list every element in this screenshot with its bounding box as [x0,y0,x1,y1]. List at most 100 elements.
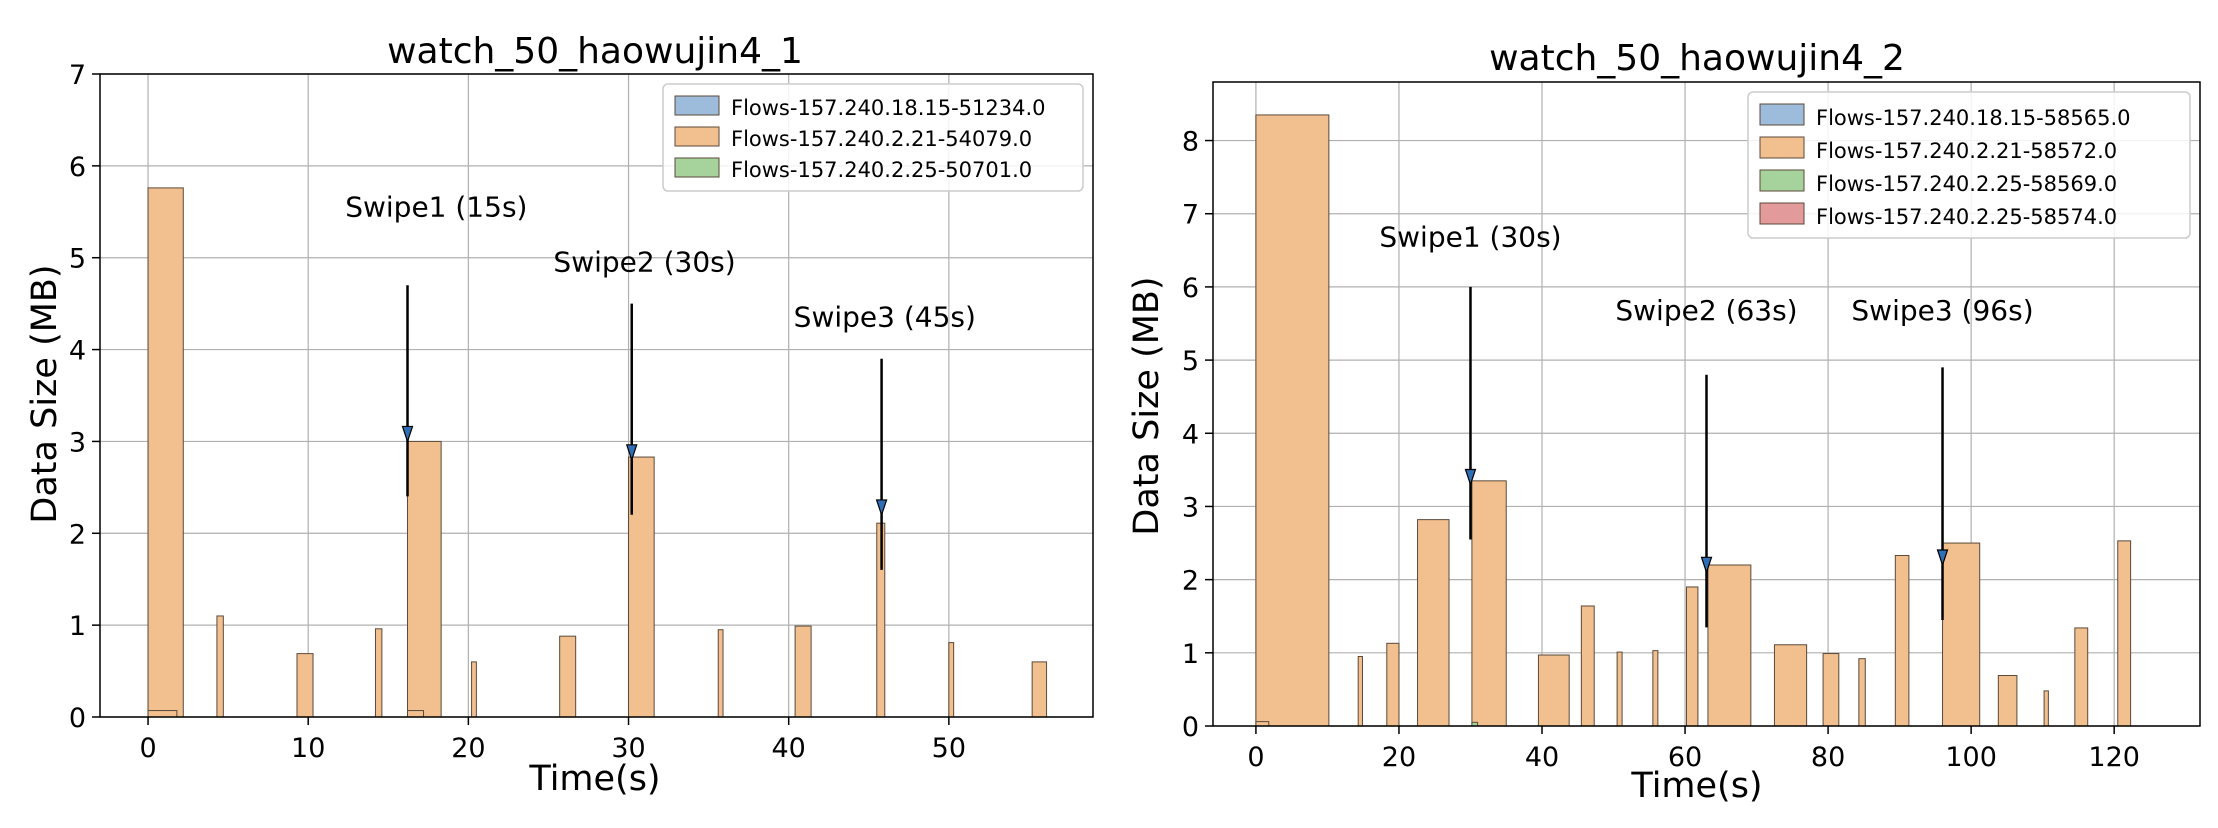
y-tick-label: 4 [69,336,86,367]
swipe-arrow-head [1464,468,1477,487]
chart-left-legend: Flows-157.240.18.15-51234.0 Flows-157.240… [662,83,1084,192]
y-tick-label: 5 [69,244,86,275]
legend-box [1747,91,2191,239]
bar-2 [1942,542,1981,727]
chart-right-legend: Flows-157.240.18.15-58565.0 Flows-157.240… [1747,91,2191,239]
y-tick-label: 6 [69,152,86,183]
legend-swatch [1759,136,1805,159]
chart-left-annotations: Swipe1 (15s) Swipe2 (30s) Swipe3 (45s) [345,190,976,570]
bar-2 [1357,655,1363,727]
swipe-arrow-head [875,499,888,517]
swipe-label-3: Swipe3 (45s) [794,301,976,334]
bar-2 [1471,480,1507,727]
legend-entry: Flows-157.240.2.25-50701.0 [731,158,1032,182]
bar-2 [2074,627,2089,727]
chart-left: watch_50_haowujin4_1 Time(s) Data Size (… [25,31,1094,799]
legend-entry: Flows-157.240.18.15-51234.0 [731,96,1046,120]
chart-right-bars [1255,114,2132,727]
x-tick-label: 120 [2088,742,2140,773]
x-tick-label: 0 [1247,742,1264,773]
chart-right-ticks: 0 20 40 60 80 100 120 0 1 2 3 4 5 6 7 8 [1182,127,2140,773]
chart-right-annotations: Swipe1 (30s) Swipe2 (63s) Swipe3 (96s) [1379,221,2034,628]
legend-swatch [1759,103,1805,126]
bar-2 [407,440,442,718]
bar-2 [1685,586,1699,727]
y-tick-label: 7 [69,60,86,91]
bar-2 [1417,519,1450,727]
y-tick-label: 1 [69,611,86,642]
swipe-arrow-head [1936,549,1949,567]
bar-2 [1822,653,1840,727]
x-tick-label: 50 [932,733,966,764]
legend-swatch [674,126,720,147]
bar-2 [1031,661,1048,718]
chart-right-xlabel: Time(s) [1630,766,1762,806]
swipe-label-1: Swipe1 (15s) [345,190,527,223]
bar-2 [471,661,477,718]
bar-2 [1580,605,1595,727]
chart-right-plot-frame [1212,81,2201,727]
bar-2 [2117,540,2132,727]
y-tick-label: 4 [1182,419,1199,450]
bar-2 [147,710,178,718]
chart-left-title: watch_50_haowujin4_1 [387,31,803,72]
swipe-label-2: Swipe2 (63s) [1615,294,1797,327]
y-tick-label: 7 [1182,200,1199,231]
chart-right: watch_50_haowujin4_2 Time(s) Data Size (… [1127,38,2201,806]
x-tick-label: 40 [772,733,806,764]
y-tick-label: 3 [69,427,86,458]
legend-swatch [1759,202,1805,225]
y-tick-label: 3 [1182,492,1199,523]
x-tick-label: 20 [451,733,485,764]
swipe-label-1: Swipe1 (30s) [1379,221,1561,254]
bar-2 [2043,690,2049,727]
y-tick-label: 6 [1182,273,1199,304]
bar-2 [1616,651,1623,727]
chart-right-ylabel: Data Size (MB) [1127,276,1167,535]
x-tick-label: 40 [1525,742,1559,773]
chart-left-ylabel: Data Size (MB) [25,264,65,523]
chart-left-ticks: 0 10 20 30 40 50 0 1 2 3 4 5 6 7 [69,60,966,764]
y-tick-label: 0 [1182,712,1199,743]
y-tick-label: 1 [1182,639,1199,670]
bar-2 [559,635,577,718]
y-tick-label: 2 [69,519,86,550]
y-tick-label: 8 [1182,127,1199,158]
legend-box [662,83,1084,192]
legend-entry: Flows-157.240.2.25-58574.0 [1816,205,2117,229]
x-tick-label: 60 [1668,742,1702,773]
bar-2 [1537,654,1570,727]
chart-left-xlabel: Time(s) [528,759,660,799]
x-tick-label: 20 [1382,742,1416,773]
legend-swatch [1759,169,1805,192]
x-tick-label: 10 [291,733,325,764]
x-tick-label: 0 [139,733,156,764]
x-tick-label: 80 [1811,742,1845,773]
legend-entry: Flows-157.240.18.15-58565.0 [1816,106,2131,130]
bar-2 [374,628,383,718]
legend-entry: Flows-157.240.2.21-54079.0 [731,127,1032,151]
bar-2 [1652,650,1659,727]
chart-left-plot-frame [99,73,1094,718]
bar-2 [1997,675,2018,727]
y-tick-label: 0 [69,703,86,734]
bar-2 [296,653,314,718]
x-tick-label: 100 [1945,742,1997,773]
legend-swatch [674,157,720,178]
bar-2 [1773,644,1808,727]
bar-2 [1707,564,1752,727]
bar-2 [948,642,955,718]
bar-2 [216,615,224,718]
legend-entry: Flows-157.240.2.25-58569.0 [1816,172,2117,196]
legend-entry: Flows-157.240.2.21-58572.0 [1816,139,2117,163]
y-tick-label: 5 [1182,346,1199,377]
bar-2 [147,187,184,718]
bar-2 [794,625,812,718]
legend-swatch [674,95,720,116]
swipe-arrow-head [625,444,638,462]
y-tick-label: 2 [1182,566,1199,597]
bar-2 [1386,642,1400,727]
bar-2 [1255,114,1330,727]
swipe-arrow-head [1700,556,1713,575]
